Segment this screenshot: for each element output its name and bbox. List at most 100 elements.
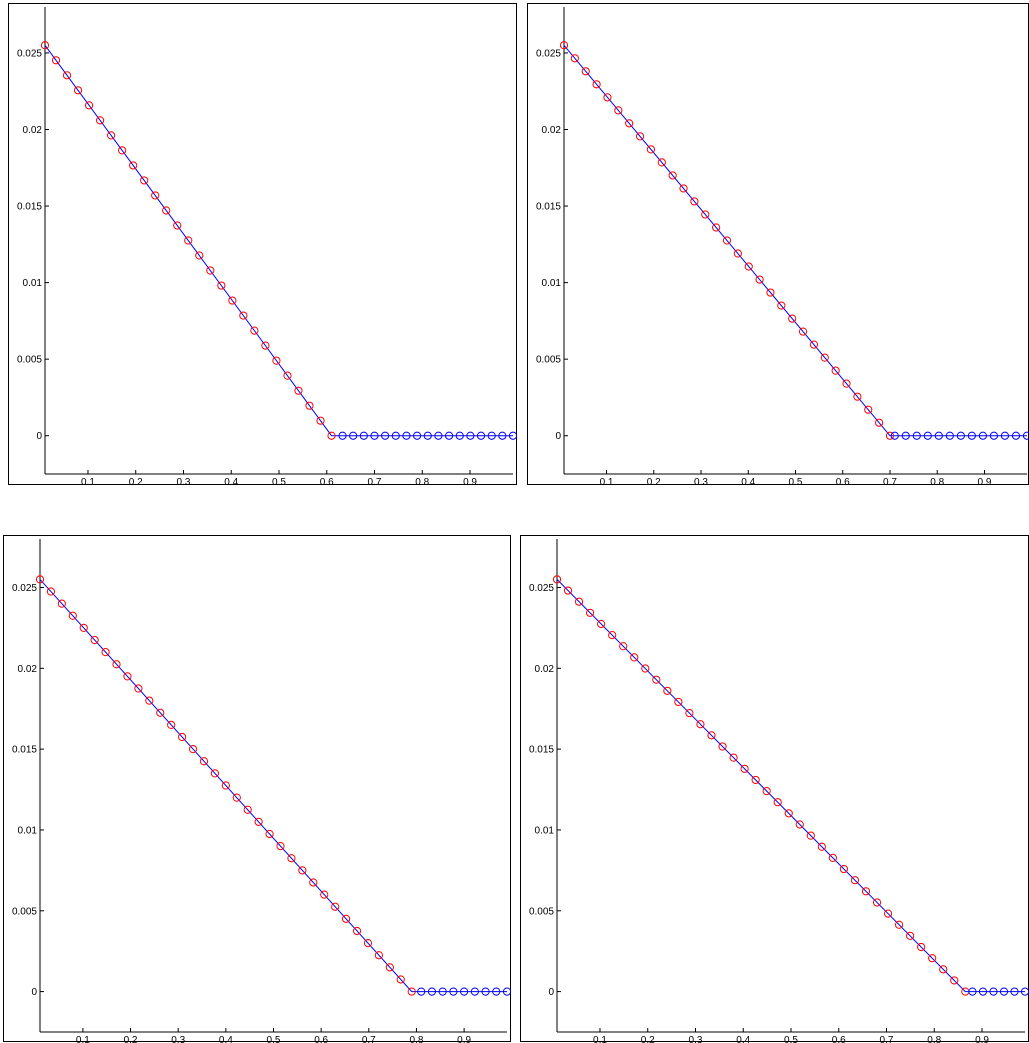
data-point	[563, 586, 573, 595]
data-point	[581, 67, 590, 76]
data-point	[162, 206, 171, 215]
data-point	[466, 431, 475, 440]
data-point	[950, 976, 959, 985]
x-tick-label: 0.9	[457, 1035, 471, 1043]
data-point	[989, 987, 998, 996]
data-point	[221, 781, 230, 790]
data-point	[407, 987, 416, 996]
data-point	[894, 920, 904, 929]
data-point	[890, 431, 899, 440]
x-tick-label: 0.1	[81, 477, 95, 486]
x-tick-label: 0.2	[124, 1035, 138, 1043]
data-point	[417, 987, 426, 996]
y-tick-label: 0	[31, 987, 37, 998]
data-point	[809, 340, 819, 349]
data-point	[989, 431, 999, 440]
data-point	[84, 101, 94, 110]
data-point	[444, 431, 454, 440]
x-tick-label: 0.5	[784, 1035, 798, 1043]
data-point	[784, 809, 793, 818]
data-point	[831, 366, 840, 375]
data-point	[217, 281, 226, 290]
series-line	[563, 44, 1027, 437]
data-point	[228, 296, 237, 305]
data-point	[864, 405, 873, 414]
x-tick-label: 0.4	[219, 1035, 233, 1043]
data-point	[608, 631, 617, 640]
data-point	[883, 909, 893, 918]
data-point	[559, 41, 569, 50]
data-point	[140, 176, 149, 185]
y-tick-label: 0.02	[542, 125, 562, 136]
data-point	[68, 611, 77, 620]
data-point	[597, 619, 606, 629]
data-point	[481, 987, 490, 996]
x-tick-label: 0.6	[314, 1035, 328, 1043]
data-point	[206, 266, 215, 275]
x-tick-label: 0.7	[883, 477, 897, 486]
data-point	[342, 914, 351, 923]
data-point	[614, 106, 623, 115]
x-tick-label: 0.5	[272, 477, 286, 486]
y-tick-label: 0	[36, 431, 42, 442]
x-tick-label: 0.8	[927, 1035, 941, 1043]
data-point	[912, 431, 921, 440]
y-tick-label: 0.025	[12, 583, 37, 594]
x-tick-label: 0.3	[694, 477, 708, 486]
data-point	[733, 249, 742, 258]
data-point	[381, 431, 390, 440]
chart-panel-1: 0.1 0.2 0.3 0.4 0.5 0.6 0.7 0.8 0.9 0 0.005 0.01 0.0…	[8, 3, 518, 486]
data-point	[586, 608, 595, 617]
y-tick-label: 0.005	[536, 355, 561, 366]
data-point	[151, 191, 160, 200]
y-tick-label: 0.015	[17, 202, 42, 213]
data-point	[641, 664, 650, 673]
data-point	[359, 431, 368, 440]
data-point	[272, 356, 281, 365]
data-point	[184, 236, 193, 245]
data-point	[968, 987, 977, 996]
data-point	[352, 926, 362, 936]
data-point	[40, 41, 50, 50]
data-point	[309, 878, 318, 887]
x-tick-label: 0.9	[978, 477, 992, 486]
data-point	[872, 898, 882, 907]
data-point	[338, 431, 347, 440]
chart-svg-2: 0.1 0.2 0.3 0.4 0.5 0.6 0.7 0.8 0.9 0 0.005 0.01 0.0…	[536, 7, 1029, 486]
data-point	[850, 876, 860, 885]
data-point	[107, 131, 116, 140]
data-point	[679, 184, 688, 193]
x-tick-label: 0.3	[171, 1035, 185, 1043]
data-point	[722, 236, 732, 245]
x-tick-label: 0.3	[689, 1035, 703, 1043]
data-point	[46, 587, 56, 596]
data-point	[1000, 431, 1010, 440]
x-tick-label: 0.1	[593, 1035, 607, 1043]
y-tick-label: 0	[548, 987, 554, 998]
data-point	[265, 829, 274, 839]
data-point	[374, 951, 383, 960]
data-point	[701, 210, 710, 219]
y-tick-label: 0.005	[529, 906, 554, 917]
data-point	[363, 938, 373, 948]
data-point	[978, 431, 988, 440]
data-point	[173, 221, 182, 230]
data-point	[402, 431, 411, 440]
data-point	[777, 301, 786, 310]
data-point	[906, 931, 915, 940]
data-point	[62, 71, 72, 80]
data-point	[690, 197, 699, 206]
data-point	[51, 56, 61, 65]
data-point	[967, 431, 976, 440]
data-point	[685, 708, 694, 718]
data-point	[766, 288, 775, 297]
data-point	[939, 965, 948, 974]
data-point	[487, 431, 496, 440]
data-point	[370, 431, 379, 440]
data-point	[156, 708, 165, 717]
data-point	[123, 672, 132, 681]
data-point	[744, 262, 753, 271]
data-point	[619, 642, 628, 651]
data-point	[427, 987, 437, 996]
data-point	[1011, 431, 1021, 440]
